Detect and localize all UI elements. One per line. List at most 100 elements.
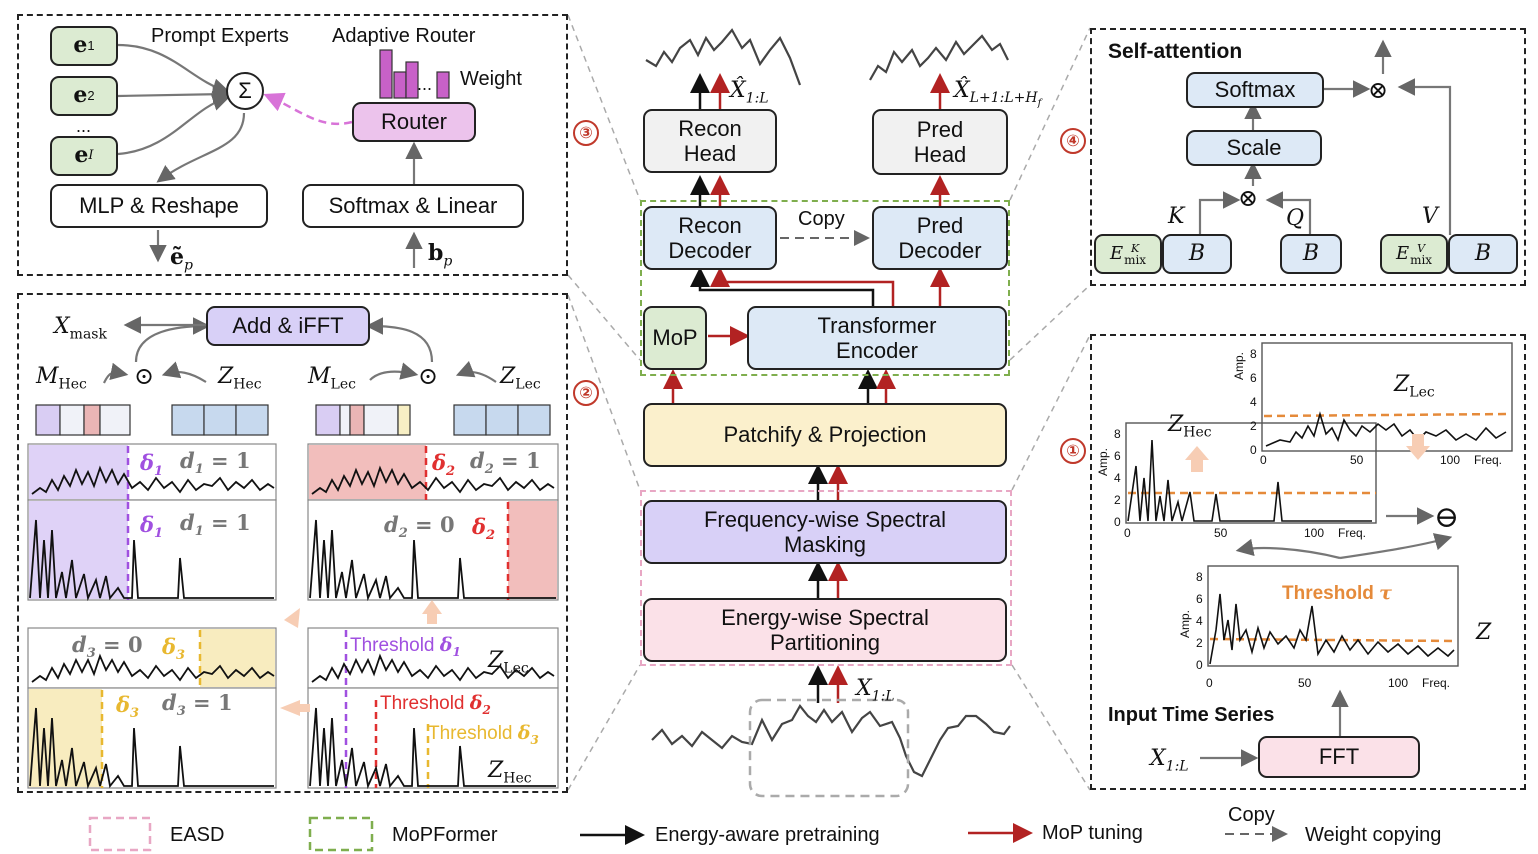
d1-label-a: d1 = 1 (180, 448, 251, 478)
recon-decoder-box: Recon Decoder (643, 206, 777, 270)
z-hec-chart-label: ZHec (488, 758, 532, 787)
marker-2-icon: ② (573, 380, 599, 406)
ytick: 4 (1196, 614, 1203, 628)
marker-1-icon: ① (1060, 438, 1086, 464)
delta2-label-a: δ2 (432, 450, 456, 480)
softmax-linear-box: Softmax & Linear (302, 184, 524, 228)
hadamard-hec-icon: ⊙ (134, 362, 155, 390)
threshold2-label: Threshold δ2 (380, 692, 491, 717)
xtick: 0 (1124, 526, 1131, 540)
pred-output-label: X̂L+1:L+Hf (954, 78, 1042, 110)
amp-axis-label-z: Amp. (1178, 609, 1192, 638)
scale-box: Scale (1186, 130, 1322, 166)
yticks-hec: 0 2 4 6 8 (1112, 423, 1124, 529)
pred-head-box: Pred Head (872, 109, 1008, 175)
yticks-z: 0 2 4 6 8 (1194, 566, 1206, 672)
z-plot-label: Z (1476, 620, 1492, 645)
ytick: 8 (1196, 570, 1203, 584)
ep-label: ẽp (170, 244, 193, 274)
weight-label: Weight (460, 68, 522, 90)
subtract-icon: ⊖ (1434, 500, 1460, 535)
threshold1-label: Threshold δ1 (350, 634, 461, 659)
b-box-q: B (1280, 234, 1342, 274)
energy-partitioning-box: Energy-wise Spectral Partitioning (643, 598, 1007, 662)
matmul-qk-icon: ⊗ (1238, 184, 1259, 212)
legend-easd: EASD (170, 824, 225, 846)
self-attention-panel (1090, 28, 1526, 286)
z-hec-label: ZHec (218, 364, 262, 393)
recon-output-label: X̂1:L (730, 78, 769, 107)
m-lec-label: MLec (308, 364, 356, 393)
xtick: 100 (1304, 526, 1325, 540)
x-mask-label: Xmask (54, 314, 107, 343)
delta1-label-a: δ1 (140, 450, 164, 480)
xtick: 50 (1214, 526, 1228, 540)
q-label: Q (1286, 206, 1305, 231)
z-lec-chart-label: ZLec (488, 648, 529, 677)
amp-axis-label-lec: Amp. (1232, 351, 1246, 380)
adaptive-router-label: Adaptive Router (332, 25, 476, 47)
legend-pretraining: Energy-aware pretraining (655, 824, 880, 846)
yticks-lec: 0 2 4 6 8 (1248, 343, 1260, 457)
ytick: 0 (1114, 515, 1121, 529)
mop-box: MoP (643, 306, 707, 370)
router-bars-ellipsis: ... (417, 74, 433, 94)
fft-box: FFT (1258, 736, 1420, 778)
recon-head-box: Recon Head (643, 109, 777, 173)
ytick: 4 (1250, 395, 1257, 409)
z-lec-plot-label: ZLec (1394, 372, 1435, 401)
ytick: 8 (1114, 427, 1121, 441)
spectral-partitioning-panel (1090, 334, 1526, 790)
freq-axis-label-hec: Freq. (1338, 526, 1367, 540)
prompt-experts-label: Prompt Experts (151, 25, 289, 47)
freq-axis-label-lec: Freq. (1474, 453, 1503, 467)
ytick: 2 (1196, 636, 1203, 650)
threshold-tau-label: Threshold τ (1282, 582, 1392, 604)
input-time-series-label: Input Time Series (1108, 704, 1275, 726)
marker-3-icon: ③ (573, 120, 599, 146)
xtick: 100 (1388, 676, 1409, 690)
ytick: 6 (1196, 592, 1203, 606)
sum-node: Σ (226, 72, 264, 110)
ytick: 2 (1114, 493, 1121, 507)
pred-decoder-box: Pred Decoder (872, 206, 1008, 270)
input-series-label: X1:L (856, 676, 895, 705)
delta2-label-b: δ2 (472, 514, 496, 544)
amp-axis-label-hec: Amp. (1096, 447, 1110, 476)
v-label: V (1422, 204, 1438, 229)
marker-4-icon: ④ (1060, 128, 1086, 154)
legend-copy: Copy (1228, 804, 1275, 826)
ytick: 8 (1250, 347, 1257, 361)
fft-input-label: X1:L (1150, 746, 1189, 775)
b-box-v: B (1448, 234, 1518, 274)
prompt-experts-panel (17, 14, 568, 276)
xtick: 0 (1260, 453, 1267, 467)
ytick: 4 (1114, 471, 1121, 485)
ytick: 6 (1250, 371, 1257, 385)
delta3-label-a: δ3 (162, 634, 186, 664)
z-hec-plot-label: ZHec (1168, 412, 1212, 441)
d2-label-b: d2 = 0 (384, 512, 455, 542)
delta3-label-b: δ3 (116, 692, 140, 722)
add-ifft-box: Add & iFFT (206, 306, 370, 346)
xtick: 100 (1440, 453, 1461, 467)
copy-label: Copy (798, 208, 845, 230)
m-hec-label: MHec (36, 364, 87, 393)
d3-label-b: d3 = 1 (162, 690, 233, 720)
freq-axis-label-z: Freq. (1422, 676, 1451, 690)
d3-label-a: d3 = 0 (72, 632, 143, 662)
legend-mopformer: MoPFormer (392, 824, 498, 846)
mlp-reshape-box: MLP & Reshape (50, 184, 268, 228)
spectral-masking-panel (17, 293, 568, 793)
k-label: K (1168, 204, 1185, 229)
d2-label-a: d2 = 1 (470, 448, 541, 478)
easd-region (640, 490, 1012, 666)
mopformer-region (640, 200, 1010, 376)
softmax-box: Softmax (1186, 72, 1324, 108)
ytick: 2 (1250, 419, 1257, 433)
